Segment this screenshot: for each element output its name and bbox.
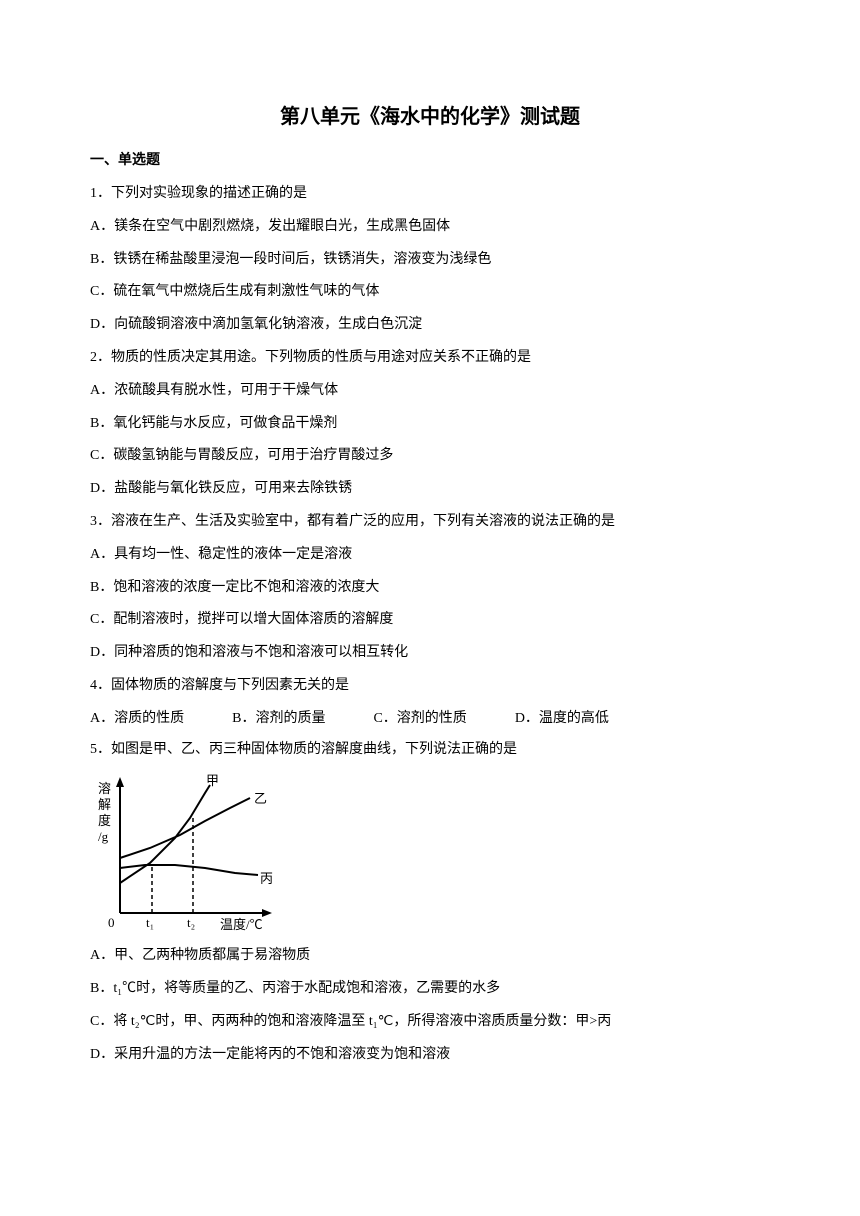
q3-option-c: C．配制溶液时，搅拌可以增大固体溶质的溶解度 (90, 605, 770, 636)
q4-option-a: A．溶质的性质 (90, 704, 184, 735)
q1-option-d: D．向硫酸铜溶液中滴加氢氧化钠溶液，生成白色沉淀 (90, 310, 770, 341)
svg-text:t₁: t₁ (146, 915, 154, 930)
q5-option-d: D．采用升温的方法一定能将丙的不饱和溶液变为饱和溶液 (90, 1040, 770, 1071)
q4-option-c: C．溶剂的性质 (373, 704, 466, 735)
svg-text:乙: 乙 (254, 791, 267, 806)
svg-text:度: 度 (98, 813, 111, 828)
q4-stem: 4．固体物质的溶解度与下列因素无关的是 (90, 671, 770, 702)
svg-text:0: 0 (108, 915, 115, 930)
q2-stem: 2．物质的性质决定其用途。下列物质的性质与用途对应关系不正确的是 (90, 343, 770, 374)
q4-options-row: A．溶质的性质 B．溶剂的质量 C．溶剂的性质 D．温度的高低 (90, 704, 770, 735)
q1-stem: 1．下列对实验现象的描述正确的是 (90, 179, 770, 210)
svg-text:解: 解 (98, 797, 111, 812)
q1-option-b: B．铁锈在稀盐酸里浸泡一段时间后，铁锈消失，溶液变为浅绿色 (90, 245, 770, 276)
svg-text:温度/℃: 温度/℃ (220, 917, 263, 932)
q1-option-c: C．硫在氧气中燃烧后生成有刺激性气味的气体 (90, 277, 770, 308)
q3-option-d: D．同种溶质的饱和溶液与不饱和溶液可以相互转化 (90, 638, 770, 669)
page-title: 第八单元《海水中的化学》测试题 (90, 100, 770, 129)
q5-option-b: B．t₁℃时，将等质量的乙、丙溶于水配成饱和溶液，乙需要的水多 (90, 974, 770, 1005)
q2-option-b: B．氧化钙能与水反应，可做食品干燥剂 (90, 409, 770, 440)
svg-text:甲: 甲 (206, 773, 219, 788)
q3-option-b: B．饱和溶液的浓度一定比不饱和溶液的浓度大 (90, 573, 770, 604)
q4-option-b: B．溶剂的质量 (232, 704, 325, 735)
svg-text:/g: /g (98, 829, 109, 844)
svg-text:溶: 溶 (98, 781, 111, 796)
q4-option-d: D．温度的高低 (515, 704, 609, 735)
svg-text:t₂: t₂ (187, 915, 195, 930)
solubility-chart: 溶解度/g 0 甲乙丙 t₁ t₂ 温度/℃ (90, 773, 290, 933)
q5-option-a: A．甲、乙两种物质都属于易溶物质 (90, 941, 770, 972)
q2-option-a: A．浓硫酸具有脱水性，可用于干燥气体 (90, 376, 770, 407)
q3-stem: 3．溶液在生产、生活及实验室中，都有着广泛的应用，下列有关溶液的说法正确的是 (90, 507, 770, 538)
q5-stem: 5．如图是甲、乙、丙三种固体物质的溶解度曲线，下列说法正确的是 (90, 735, 770, 766)
svg-text:丙: 丙 (260, 871, 273, 886)
q5-option-c: C．将 t₂℃时，甲、丙两种的饱和溶液降温至 t₁℃，所得溶液中溶质质量分数：甲… (90, 1007, 770, 1038)
q1-option-a: A．镁条在空气中剧烈燃烧，发出耀眼白光，生成黑色固体 (90, 212, 770, 243)
q2-option-d: D．盐酸能与氧化铁反应，可用来去除铁锈 (90, 474, 770, 505)
q2-option-c: C．碳酸氢钠能与胃酸反应，可用于治疗胃酸过多 (90, 441, 770, 472)
section-header: 一、单选题 (90, 149, 770, 169)
q3-option-a: A．具有均一性、稳定性的液体一定是溶液 (90, 540, 770, 571)
